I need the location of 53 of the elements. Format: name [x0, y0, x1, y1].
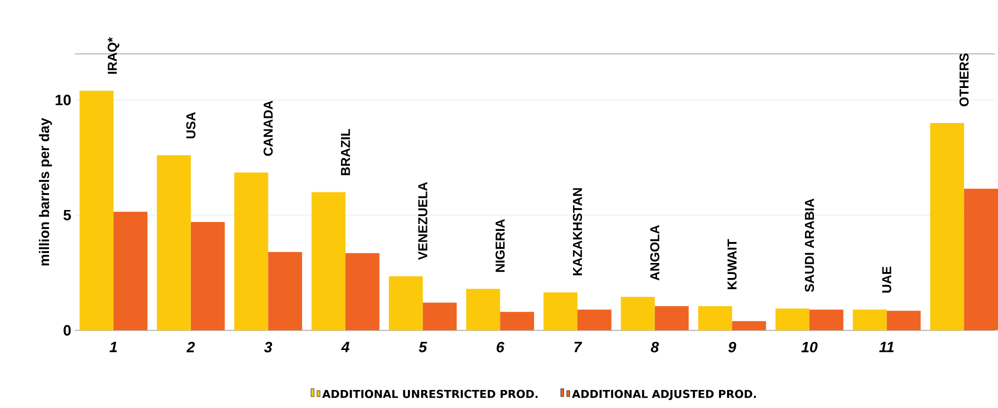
- legend-label: ADDITIONAL UNRESTRICTED PROD.: [322, 390, 538, 398]
- y-tick-label: 10: [56, 94, 71, 106]
- bar: [852, 310, 887, 330]
- y-axis-title: million barrels per day: [38, 118, 52, 266]
- bar: [732, 321, 766, 330]
- text: 11: [879, 342, 894, 352]
- bar: [80, 90, 114, 330]
- text: 10: [801, 342, 818, 352]
- text: 3: [264, 342, 272, 352]
- bar: [234, 172, 268, 330]
- x-tick-label: OTHERS: [959, 53, 969, 106]
- text: 2: [186, 342, 195, 352]
- bar: [190, 222, 225, 330]
- bar: [620, 296, 655, 330]
- legend-label: ADDITIONAL ADJUSTED PROD.: [572, 390, 756, 400]
- x-tick-label: UAE: [882, 266, 892, 293]
- bar: [312, 192, 346, 330]
- bar: [466, 288, 500, 330]
- x-tick-label: NIGERIA: [496, 219, 505, 272]
- text: 6: [496, 342, 504, 352]
- x-tick-label: BRAZIL: [341, 128, 350, 176]
- bar: [114, 212, 148, 330]
- bar: [268, 252, 302, 330]
- bar: [422, 302, 457, 330]
- bar: [964, 188, 998, 330]
- text: 7: [574, 342, 582, 352]
- bar: [577, 310, 612, 330]
- x-tick-label: USA: [186, 112, 196, 138]
- x-tick-label: VENEZUELA: [418, 182, 428, 260]
- text: 1: [110, 342, 117, 352]
- text: 8: [650, 342, 659, 352]
- bar: [388, 276, 423, 330]
- text: 9: [728, 342, 736, 352]
- x-tick-label: IRAQ*: [108, 37, 120, 74]
- x-tick-label: KAZAKHSTAN: [572, 188, 582, 276]
- x-tick-label: ANGOLA: [650, 225, 660, 280]
- x-tick-label: KUWAIT: [728, 239, 737, 290]
- bar: [654, 306, 689, 330]
- text: 4: [341, 342, 350, 352]
- y-tick-label: 5: [64, 210, 71, 220]
- bar: [886, 310, 921, 330]
- bar: [775, 308, 810, 330]
- bar: [930, 122, 964, 330]
- x-tick-label: SAUDI ARABIA: [804, 198, 814, 292]
- bar: [500, 312, 534, 330]
- bar: [809, 310, 844, 330]
- bar: [698, 306, 732, 330]
- bar: [345, 253, 380, 330]
- bar: [156, 155, 191, 330]
- bar: [544, 292, 578, 330]
- text: 5: [418, 342, 428, 352]
- y-tick-label: 0: [64, 324, 71, 336]
- x-tick-label: CANADA: [264, 100, 273, 156]
